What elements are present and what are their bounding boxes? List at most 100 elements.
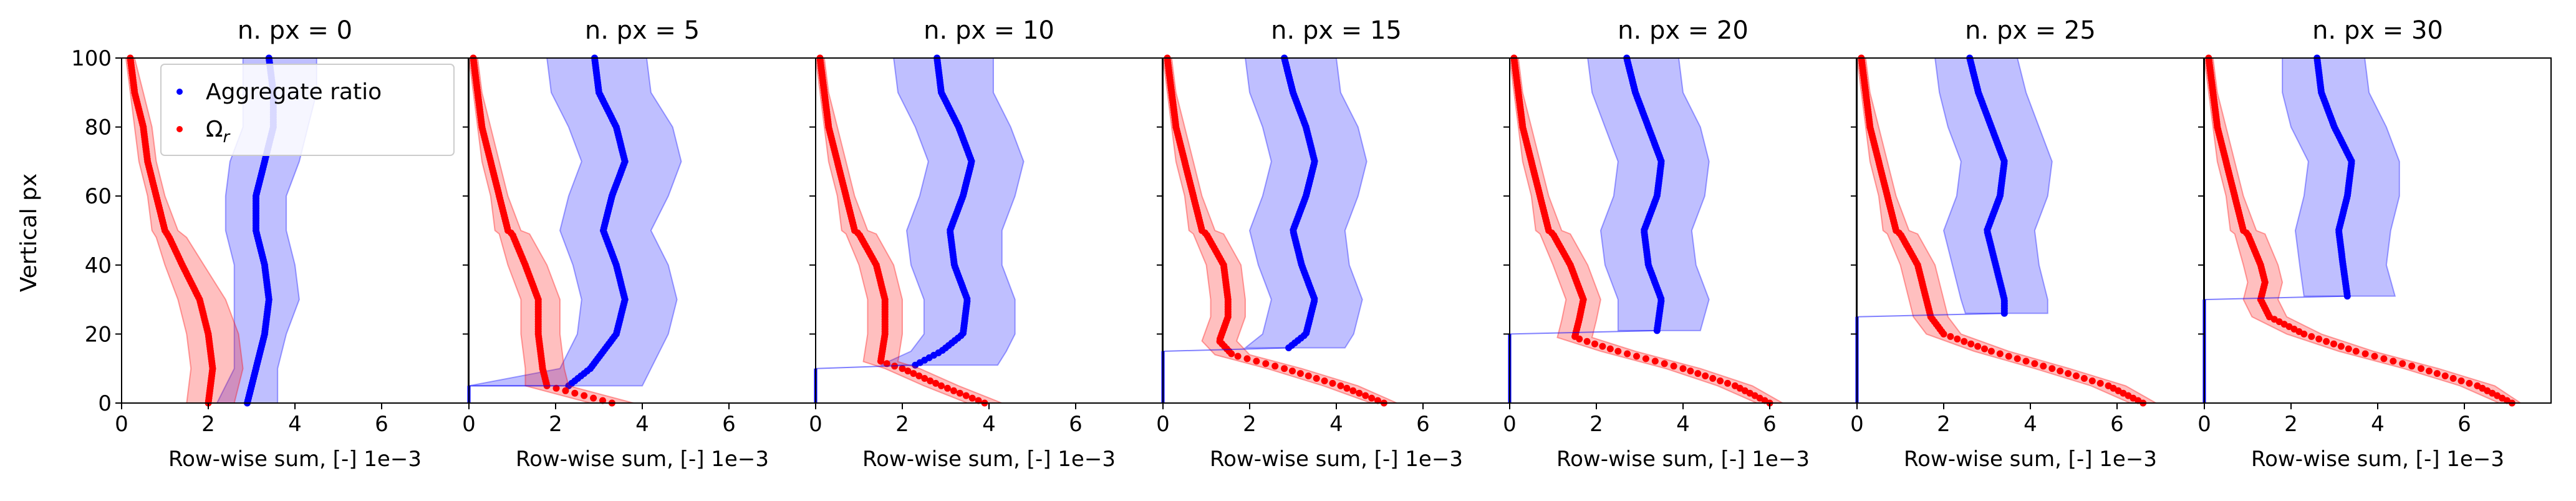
legend-marker-omega-r	[176, 126, 183, 132]
omega-r-point	[2330, 340, 2337, 348]
legend: Aggregate ratio Ωr	[160, 64, 455, 156]
omega-r-point	[883, 360, 890, 367]
x-axis-label: Row-wise sum, [-] 1e−3	[1556, 447, 1810, 472]
legend-label-omega-r: Ωr	[206, 117, 231, 147]
x-tick-label: 0	[809, 412, 822, 437]
omega-r-point	[2361, 350, 2369, 358]
omega-r-point	[552, 384, 560, 392]
x-tick-label: 2	[2284, 412, 2298, 437]
x-axis-label: Row-wise sum, [-] 1e−3	[168, 447, 422, 472]
x-tick-label: 6	[2110, 412, 2124, 437]
omega-r-point	[932, 379, 940, 387]
subplot-title: n. px = 15	[1271, 16, 1402, 45]
omega-r-point	[2073, 372, 2080, 379]
omega-r-point	[910, 370, 917, 377]
omega-r-point	[1633, 353, 1640, 360]
x-tick-label: 0	[1850, 412, 1864, 437]
x-axis-label: Row-wise sum, [-] 1e−3	[1904, 447, 2157, 472]
x-tick-label: 4	[1676, 412, 1690, 437]
omega-r-point	[599, 397, 606, 404]
omega-r-point	[2390, 358, 2397, 365]
subplot-5: n. px = 5 0 2 4 6 Row-wise sum, [-] 1e−3	[462, 16, 816, 472]
legend-frame	[160, 64, 455, 156]
omega-r-point	[1583, 338, 1591, 345]
aggregate-ratio-connector	[1509, 329, 1657, 335]
omega-r-point	[2105, 382, 2112, 389]
omega-r-point	[1253, 358, 1260, 365]
omega-r-point	[2337, 343, 2345, 350]
omega-r-point	[590, 394, 597, 402]
subplot-title: n. px = 20	[1618, 16, 1749, 45]
omega-r-point	[1954, 335, 1961, 343]
aggregate-ratio-connector	[1856, 313, 2005, 318]
omega-r-point	[968, 394, 976, 402]
legend-label-aggregate-ratio: Aggregate ratio	[206, 79, 382, 105]
omega-r-point	[2466, 379, 2473, 387]
x-tick-label: 4	[2371, 412, 2385, 437]
omega-r-point	[1374, 397, 1381, 404]
omega-r-point	[1289, 367, 1296, 375]
omega-r-point	[1642, 355, 1649, 362]
omega-r-point	[1694, 370, 1702, 377]
omega-r-point	[1337, 382, 1344, 389]
x-tick-label: 6	[2458, 412, 2471, 437]
omega-r-point	[1343, 384, 1351, 392]
x-tick-label: 2	[549, 412, 562, 437]
subplot-30: n. px = 30 0 2 4 6 Row-wise sum, [-] 1e−3	[2197, 16, 2552, 472]
y-axis-label: Vertical px	[16, 173, 42, 292]
omega-r-point	[1670, 362, 1677, 370]
aggregate-ratio-connector	[815, 364, 915, 369]
x-tick-label: 2	[1243, 412, 1257, 437]
omega-r-point	[571, 389, 579, 397]
omega-r-point	[1356, 389, 1363, 397]
omega-r-point	[1321, 377, 1328, 384]
omega-r-point	[1961, 338, 1968, 345]
omega-r-point	[2308, 333, 2315, 340]
x-tick-label: 6	[375, 412, 388, 437]
x-tick-label: 6	[1763, 412, 1777, 437]
omega-r-point	[2425, 367, 2433, 375]
omega-r-point	[1651, 358, 1659, 365]
omega-r-point	[1329, 379, 1336, 387]
omega-r-point	[1349, 387, 1357, 394]
omega-r-point	[1624, 350, 1631, 358]
omega-r-point	[1702, 372, 1709, 379]
omega-r-point	[1243, 355, 1251, 362]
omega-r-point	[2474, 382, 2481, 389]
omega-r-point	[1687, 367, 1694, 375]
omega-r-point	[2031, 360, 2038, 367]
subplot-20: n. px = 20 0 2 4 6 Row-wise sum, [-] 1e−3	[1503, 16, 1857, 472]
omega-r-point	[1947, 333, 1954, 340]
omega-r-point	[1724, 379, 1731, 387]
x-tick-label: 2	[201, 412, 215, 437]
omega-r-point	[2080, 375, 2088, 382]
omega-r-point	[1262, 360, 1270, 367]
x-axis-label: Row-wise sum, [-] 1e−3	[2251, 447, 2504, 472]
x-tick-label: 4	[288, 412, 302, 437]
x-tick-label: 4	[635, 412, 649, 437]
omega-r-point	[1281, 365, 1288, 372]
omega-r-point	[2057, 367, 2064, 375]
omega-r-point	[2449, 375, 2457, 382]
omega-r-point	[1606, 345, 1614, 353]
y-tick-label: 0	[98, 391, 112, 416]
omega-r-point	[956, 389, 963, 397]
x-axis-label: Row-wise sum, [-] 1e−3	[862, 447, 1116, 472]
x-axis-label: Row-wise sum, [-] 1e−3	[516, 447, 769, 472]
subplot-title: n. px = 5	[585, 16, 700, 45]
y-tick-label: 80	[85, 115, 112, 140]
omega-r-point	[1967, 340, 1975, 348]
subplot-title: n. px = 0	[238, 16, 352, 45]
omega-r-point	[1271, 362, 1279, 370]
aggregate-ratio-connector	[1162, 347, 1289, 353]
x-tick-label: 0	[1503, 412, 1517, 437]
x-tick-label: 0	[2197, 412, 2211, 437]
omega-r-point	[1731, 382, 1739, 389]
y-tick-label: 40	[85, 253, 112, 278]
omega-r-point	[1591, 340, 1598, 348]
omega-r-point	[1296, 370, 1304, 377]
x-axis-label: Row-wise sum, [-] 1e−3	[1210, 447, 1463, 472]
omega-r-point	[927, 377, 934, 384]
